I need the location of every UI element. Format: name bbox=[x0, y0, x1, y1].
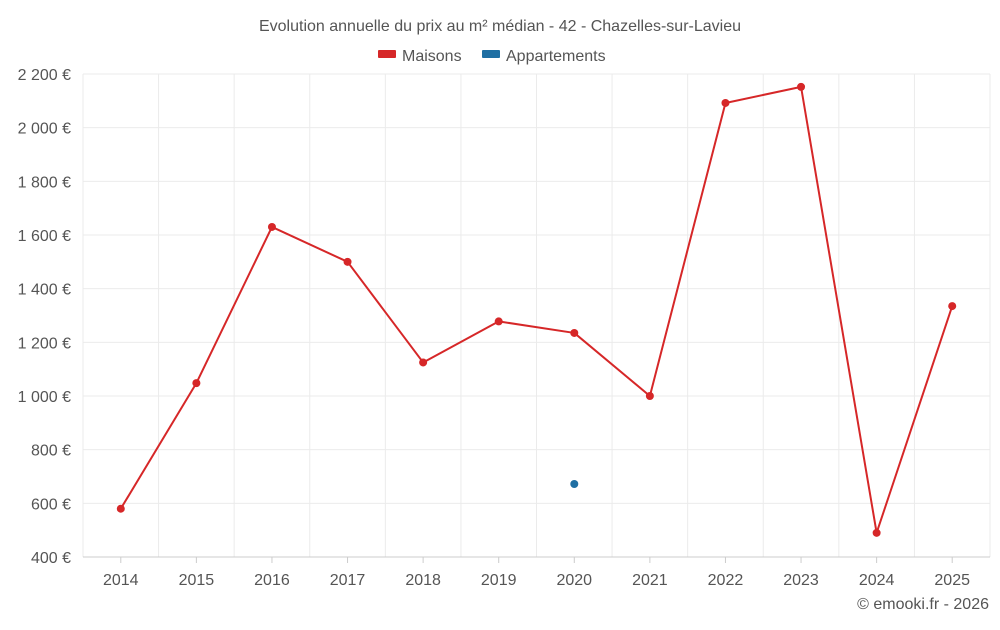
data-point-maisons[interactable] bbox=[797, 82, 806, 91]
x-tick-label: 2016 bbox=[254, 572, 290, 589]
legend-swatch-appartements bbox=[482, 50, 500, 58]
y-tick-label: 800 € bbox=[31, 443, 71, 460]
x-tick-label: 2023 bbox=[783, 572, 819, 589]
x-tick-label: 2014 bbox=[103, 572, 139, 589]
data-point-maisons[interactable] bbox=[645, 392, 654, 400]
x-axis-ticks: 2014 2015 2016 2017 2018 2019 2020 2021 2022 2023… bbox=[103, 557, 970, 589]
data-point-maisons[interactable] bbox=[494, 317, 503, 326]
y-tick-label: 1 400 € bbox=[18, 282, 71, 299]
data-point-maisons[interactable] bbox=[267, 222, 276, 231]
legend: Maisons Appartements bbox=[378, 48, 606, 65]
legend-swatch-maisons bbox=[378, 50, 396, 58]
y-tick-label: 1 600 € bbox=[18, 228, 71, 245]
data-point-maisons[interactable] bbox=[192, 379, 201, 388]
series-line-maisons bbox=[119, 85, 954, 534]
data-point-maisons[interactable] bbox=[872, 528, 881, 537]
grid bbox=[82, 73, 991, 558]
series bbox=[116, 82, 957, 537]
y-tick-label: 2 000 € bbox=[18, 121, 71, 138]
y-tick-label: 1 200 € bbox=[18, 335, 71, 352]
x-tick-label: 2020 bbox=[556, 572, 592, 589]
data-point-maisons[interactable] bbox=[948, 302, 957, 311]
y-tick-label: 1 000 € bbox=[18, 389, 71, 406]
data-point-maisons[interactable] bbox=[570, 328, 579, 337]
credit-text: © emooki.fr - 2026 bbox=[857, 596, 989, 613]
data-point-maisons[interactable] bbox=[343, 257, 352, 266]
legend-item-appartements[interactable]: Appartements bbox=[482, 48, 606, 65]
legend-item-maisons[interactable]: Maisons bbox=[378, 48, 462, 65]
y-tick-label: 400 € bbox=[31, 550, 71, 567]
legend-label-maisons: Maisons bbox=[402, 48, 462, 65]
data-point-appartements[interactable] bbox=[570, 480, 579, 489]
y-tick-label: 1 800 € bbox=[18, 174, 71, 191]
x-tick-label: 2019 bbox=[481, 572, 517, 589]
x-tick-label: 2021 bbox=[632, 572, 668, 589]
x-tick-label: 2022 bbox=[708, 572, 744, 589]
data-point-maisons[interactable] bbox=[116, 504, 125, 513]
chart-title: Evolution annuelle du prix au m² médian … bbox=[259, 18, 741, 35]
data-point-maisons[interactable] bbox=[721, 98, 730, 107]
y-tick-label: 600 € bbox=[31, 496, 71, 513]
data-point-maisons[interactable] bbox=[419, 358, 428, 367]
y-axis-ticks: 400 € 600 € 800 € 1 000 € 1 200 € 1 400 € 1 60… bbox=[18, 67, 71, 567]
legend-label-appartements: Appartements bbox=[506, 48, 606, 65]
x-tick-label: 2025 bbox=[934, 572, 970, 589]
x-tick-label: 2015 bbox=[179, 572, 215, 589]
y-tick-label: 2 200 € bbox=[18, 67, 71, 84]
x-tick-label: 2024 bbox=[859, 572, 895, 589]
x-tick-label: 2017 bbox=[330, 572, 366, 589]
x-tick-label: 2018 bbox=[405, 572, 441, 589]
